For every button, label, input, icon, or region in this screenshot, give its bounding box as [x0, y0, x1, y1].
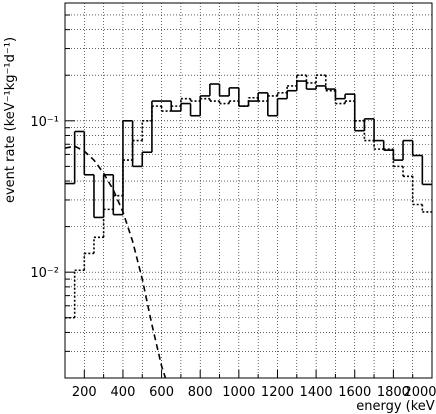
- x-tick-label: 800: [188, 385, 213, 400]
- x-tick-label: 400: [111, 385, 136, 400]
- y-tick-label: 10⁻²: [30, 266, 59, 281]
- x-tick-label: 200: [72, 385, 97, 400]
- x-axis-label: energy (keV): [356, 399, 436, 414]
- y-tick-label: 10⁻¹: [30, 115, 59, 130]
- x-tick-label: 1600: [338, 385, 371, 400]
- x-tick-label: 600: [149, 385, 174, 400]
- x-tick-label: 1400: [300, 385, 333, 400]
- x-tick-label: 1200: [261, 385, 294, 400]
- curve: [64, 145, 167, 379]
- x-tick-label: 2000: [403, 385, 436, 400]
- x-tick-label: 1000: [222, 385, 255, 400]
- y-axis-label: event rate (keV⁻¹kg⁻¹d⁻¹): [3, 37, 18, 203]
- plot-frame: [64, 2, 433, 379]
- x-tick-label: 1800: [377, 385, 410, 400]
